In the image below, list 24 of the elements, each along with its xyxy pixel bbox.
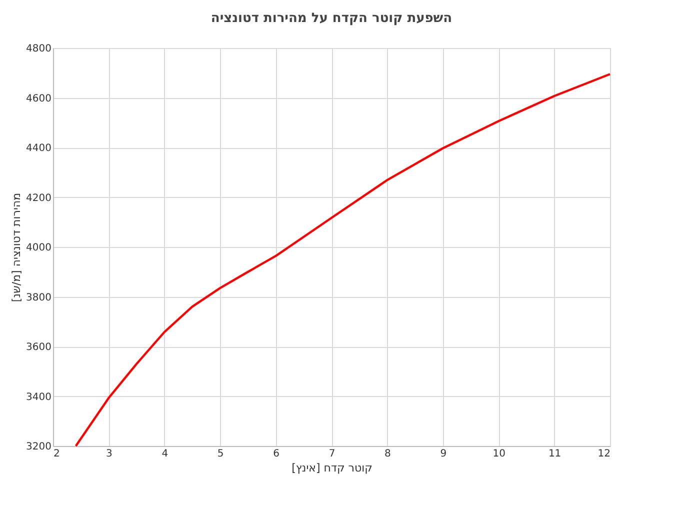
x-tick-label: 10 bbox=[492, 448, 506, 460]
x-tick-label: 12 bbox=[598, 448, 610, 460]
x-axis-title: קוטר קדח [אינץ] bbox=[292, 462, 372, 474]
y-tick-label: 4600 bbox=[26, 93, 52, 104]
y-tick-label: 3200 bbox=[26, 442, 52, 452]
x-tick-label: 8 bbox=[384, 448, 391, 460]
y-tick-label: 3400 bbox=[26, 392, 52, 403]
x-tick-label: 6 bbox=[273, 448, 280, 460]
x-tick-label: 5 bbox=[217, 448, 224, 460]
line-series bbox=[74, 73, 612, 448]
x-tick-label: 4 bbox=[162, 448, 168, 460]
y-tick-label: 3600 bbox=[26, 342, 52, 353]
x-tick-label: 7 bbox=[328, 448, 336, 460]
y-axis-title: מהירות דטונציה [מ/שנ] bbox=[10, 192, 24, 302]
y-tick-label: 4000 bbox=[26, 242, 52, 254]
y-tick-label: 4800 bbox=[26, 44, 52, 54]
y-tick-label: 4400 bbox=[26, 143, 52, 154]
x-tick-label: 2 bbox=[54, 448, 60, 460]
y-tick-label: 3800 bbox=[26, 292, 52, 304]
chart-title: השפעת קוטר הקדח על מהירות דטונציה bbox=[210, 11, 452, 26]
y-tick-label: 4200 bbox=[26, 192, 52, 204]
x-tick-label: 11 bbox=[548, 448, 562, 460]
x-tick-label: 3 bbox=[106, 448, 112, 460]
x-tick-label: 9 bbox=[440, 448, 447, 460]
